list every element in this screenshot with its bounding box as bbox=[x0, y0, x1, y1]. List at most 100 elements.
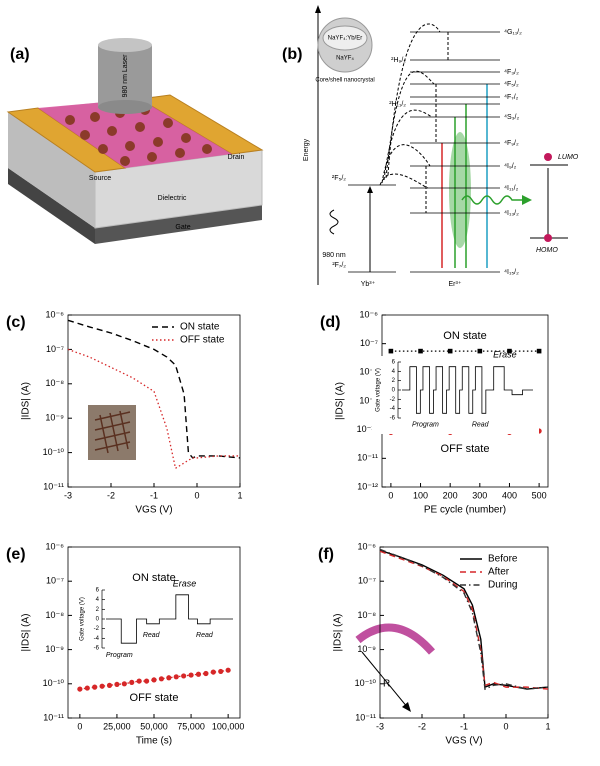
y-axis-label: |IDS| (A) bbox=[333, 614, 344, 652]
level-label: ²F₇/₂ bbox=[332, 262, 346, 269]
inset-y-label: Gate voltage (V) bbox=[80, 597, 86, 641]
er-ion: Er³⁺ bbox=[448, 281, 461, 288]
y-tick-label: 10⁻¹⁰ bbox=[355, 678, 377, 688]
marker bbox=[210, 669, 216, 675]
inset-tick-label: 0 bbox=[96, 617, 100, 623]
x-tick-label: -2 bbox=[418, 721, 426, 731]
marker bbox=[188, 672, 194, 678]
x-tick-label: 75,000 bbox=[177, 721, 205, 731]
gate-side bbox=[8, 168, 95, 244]
laser-bottom bbox=[98, 100, 152, 114]
x-tick-label: -3 bbox=[376, 721, 384, 731]
marker bbox=[121, 681, 127, 687]
level-label: ⁴F₅/₂ bbox=[504, 81, 519, 88]
y-tick-label: 10⁻⁸ bbox=[357, 610, 376, 620]
legend-label: During bbox=[488, 580, 517, 591]
series-label: ON state bbox=[132, 572, 175, 584]
marker bbox=[225, 667, 231, 673]
inset-tick-label: -4 bbox=[94, 636, 100, 642]
y-tick-label: 10⁻⁹ bbox=[357, 644, 376, 654]
inset-tick-label: -6 bbox=[94, 646, 100, 652]
marker bbox=[218, 668, 224, 675]
panel-label: (a) bbox=[10, 46, 30, 63]
y-tick-label: 10⁻¹⁰ bbox=[43, 678, 65, 688]
y-tick-label: 10⁻⁹ bbox=[45, 413, 64, 423]
marker bbox=[143, 678, 150, 684]
marker bbox=[181, 673, 187, 679]
inset-annotation: Erase bbox=[493, 350, 517, 360]
x-tick-label: 200 bbox=[443, 490, 458, 500]
x-tick-label: 1 bbox=[237, 490, 242, 500]
marker bbox=[418, 348, 423, 354]
core-label: NaYF₄:Yb/Er bbox=[328, 36, 362, 42]
caption: Core/shell nanocrystal bbox=[315, 78, 374, 84]
series-label: ON state bbox=[443, 330, 486, 342]
y-axis-label: |IDS| (A) bbox=[335, 382, 346, 420]
drain-label: Drain bbox=[228, 154, 245, 161]
inset-tick-label: 4 bbox=[392, 369, 396, 375]
y-tick-label: 10⁻⁸ bbox=[359, 367, 378, 377]
arrow-head bbox=[402, 702, 411, 712]
marker bbox=[158, 676, 165, 682]
y-tick-label: 10⁻⁹ bbox=[45, 644, 64, 654]
yb-ion: Yb³⁺ bbox=[361, 281, 376, 288]
level-label: ⁴I₁₃/₂ bbox=[504, 210, 519, 217]
y-tick-label: 10⁻¹¹ bbox=[43, 481, 64, 491]
annotation: R bbox=[383, 679, 390, 690]
y-tick-label: 10⁻¹⁰ bbox=[357, 424, 379, 434]
inset-annotation: Erase bbox=[173, 579, 197, 589]
level-label: ⁴I₁₅/₂ bbox=[504, 269, 519, 276]
level-label: ²H₁₁/₂ bbox=[389, 101, 406, 108]
y-tick-label: 10⁻⁸ bbox=[45, 610, 64, 620]
marker bbox=[203, 670, 209, 677]
core bbox=[322, 25, 368, 51]
lumo-label: LUMO bbox=[558, 154, 579, 161]
marker bbox=[129, 679, 135, 685]
legend-label: OFF state bbox=[180, 335, 225, 346]
gate-waveform bbox=[106, 594, 233, 644]
energy-transfer-wave bbox=[461, 195, 526, 205]
series-label: OFF state bbox=[441, 443, 490, 455]
x-tick-label: 0 bbox=[194, 490, 199, 500]
x-tick-label: 0 bbox=[77, 721, 82, 731]
level-label: ⁴I₁₁/₂ bbox=[504, 185, 519, 192]
marker bbox=[99, 683, 105, 689]
source-label: Source bbox=[89, 175, 111, 182]
y-tick-label: 10⁻⁷ bbox=[46, 344, 64, 354]
x-axis-label: Time (s) bbox=[136, 736, 172, 747]
laser-body bbox=[98, 45, 152, 107]
x-tick-label: 500 bbox=[532, 490, 547, 500]
x-tick-label: -2 bbox=[107, 490, 115, 500]
series-line bbox=[67, 319, 241, 459]
energy-transfer bbox=[379, 23, 449, 213]
gate-front bbox=[95, 205, 262, 244]
inset-tick-label: -2 bbox=[94, 626, 100, 632]
hole bbox=[544, 234, 552, 242]
legend-label: Before bbox=[488, 554, 518, 565]
marker bbox=[166, 675, 172, 681]
y-tick-label: 10⁻⁶ bbox=[46, 309, 65, 319]
x-tick-label: 0 bbox=[503, 721, 508, 731]
gate-label: Gate bbox=[175, 224, 190, 231]
inset-photo bbox=[88, 405, 136, 460]
excitation-wave bbox=[329, 209, 339, 235]
electron bbox=[544, 153, 552, 161]
arrow-head bbox=[367, 186, 373, 193]
x-tick-label: 25,000 bbox=[103, 721, 131, 731]
marker bbox=[84, 685, 90, 691]
inset-tick-label: 0 bbox=[392, 388, 396, 394]
y-tick-label: 10⁻⁷ bbox=[46, 576, 64, 586]
panel-label: (f) bbox=[318, 546, 334, 563]
panel-label: (c) bbox=[6, 314, 26, 331]
series-line bbox=[379, 548, 549, 691]
y-tick-label: 10⁻⁶ bbox=[358, 541, 377, 551]
y-axis-label: |IDS| (A) bbox=[21, 614, 32, 652]
marker bbox=[507, 348, 512, 354]
energy-diagram: (b) Energy NaYF₄:Yb/Er NaYF₄ Core/shell … bbox=[282, 5, 579, 288]
x-tick-label: 300 bbox=[472, 490, 487, 500]
photo-grid bbox=[94, 410, 131, 454]
y-tick-label: 10⁻⁷ bbox=[358, 576, 376, 586]
marker bbox=[173, 674, 179, 680]
dielectric-label: Dielectric bbox=[158, 195, 187, 202]
